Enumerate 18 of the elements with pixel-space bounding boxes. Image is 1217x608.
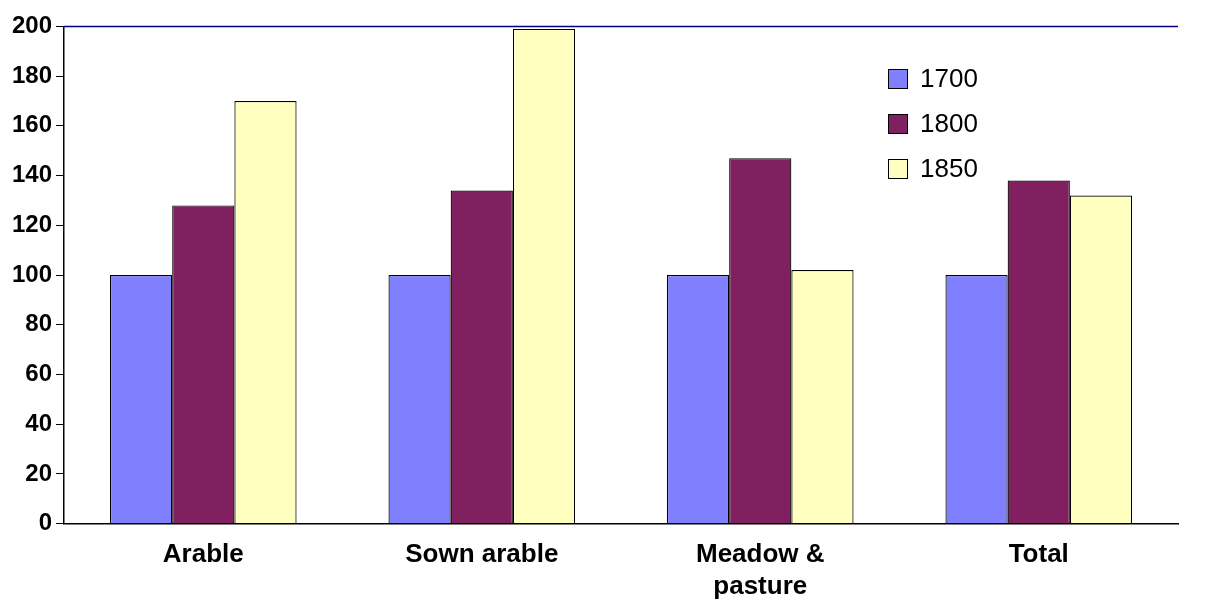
- y-tick-label: 60: [25, 359, 53, 387]
- x-tick-label: Sown arable: [405, 538, 559, 569]
- y-tick-label: 140: [12, 160, 53, 188]
- y-tick-label: 100: [12, 259, 53, 287]
- y-tick-label: 200: [12, 11, 53, 39]
- legend-label: 1800: [920, 108, 978, 139]
- y-tick-label: 180: [12, 60, 53, 88]
- y-tick-label: 0: [38, 508, 53, 536]
- x-tick-label: Total: [1008, 538, 1069, 569]
- x-tick-label: Meadow & pasture: [695, 538, 825, 600]
- legend-label: 1850: [920, 153, 978, 184]
- y-tick-label: 160: [12, 110, 53, 138]
- y-tick-label: 120: [12, 209, 53, 237]
- y-tick-label: 40: [25, 408, 53, 436]
- x-tick-label: Arable: [162, 538, 244, 569]
- y-tick-label: 80: [25, 309, 53, 337]
- y-tick-label: 20: [25, 458, 53, 486]
- legend-label: 1700: [920, 63, 978, 94]
